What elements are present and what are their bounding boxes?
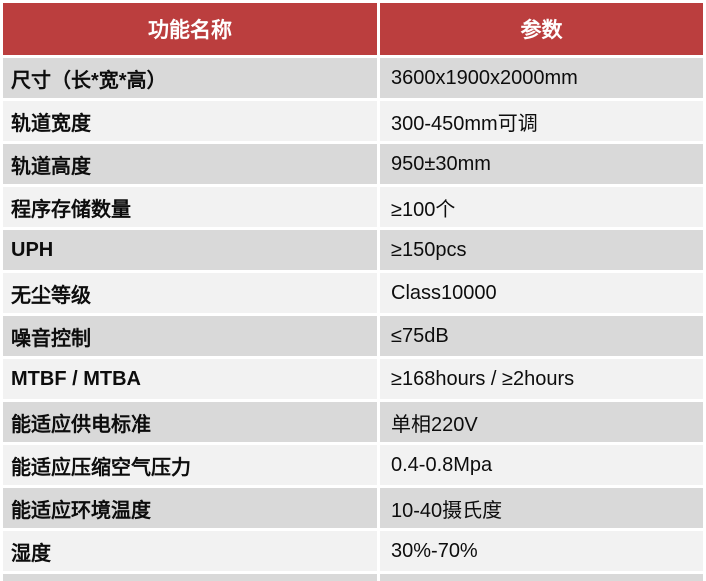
table-row: 能适应供电标准 单相220V [3,402,703,442]
table-row: 能适应压缩空气压力 0.4-0.8Mpa [3,445,703,485]
table-row: 湿度 30%-70% [3,531,703,571]
cutoff-cell [3,574,377,581]
param-value-cell: 30%-70% [380,531,703,571]
function-name-cell: 能适应供电标准 [3,402,377,442]
param-value-cell: ≥100个 [380,187,703,227]
function-name-cell: 轨道宽度 [3,101,377,141]
function-name-cell: 能适应压缩空气压力 [3,445,377,485]
function-name-cell: 无尘等级 [3,273,377,313]
table-row: 程序存储数量 ≥100个 [3,187,703,227]
param-value-cell: 300-450mm可调 [380,101,703,141]
table-row: 能适应环境温度 10-40摄氏度 [3,488,703,528]
param-value-cell: ≥150pcs [380,230,703,270]
param-value-cell: Class10000 [380,273,703,313]
header-row: 功能名称 参数 [3,3,703,55]
function-name-cell: 程序存储数量 [3,187,377,227]
param-value-cell: 单相220V [380,402,703,442]
function-name-cell: 轨道高度 [3,144,377,184]
param-value-cell: 0.4-0.8Mpa [380,445,703,485]
param-value-cell: ≤75dB [380,316,703,356]
header-params: 参数 [380,3,703,55]
table-row: UPH ≥150pcs [3,230,703,270]
table-row: 轨道宽度 300-450mm可调 [3,101,703,141]
table-row: 无尘等级 Class10000 [3,273,703,313]
table-row: 噪音控制 ≤75dB [3,316,703,356]
cutoff-next-row [3,574,703,581]
param-value-cell: ≥168hours / ≥2hours [380,359,703,399]
function-name-cell: MTBF / MTBA [3,359,377,399]
function-name-cell: 湿度 [3,531,377,571]
param-value-cell: 950±30mm [380,144,703,184]
table-row: 尺寸（长*宽*高） 3600x1900x2000mm [3,58,703,98]
table-row: MTBF / MTBA ≥168hours / ≥2hours [3,359,703,399]
param-value-cell: 10-40摄氏度 [380,488,703,528]
function-name-cell: 尺寸（长*宽*高） [3,58,377,98]
function-name-cell: 能适应环境温度 [3,488,377,528]
table-row: 轨道高度 950±30mm [3,144,703,184]
cutoff-cell [380,574,703,581]
header-function-name: 功能名称 [3,3,377,55]
function-name-cell: 噪音控制 [3,316,377,356]
function-name-cell: UPH [3,230,377,270]
param-value-cell: 3600x1900x2000mm [380,58,703,98]
